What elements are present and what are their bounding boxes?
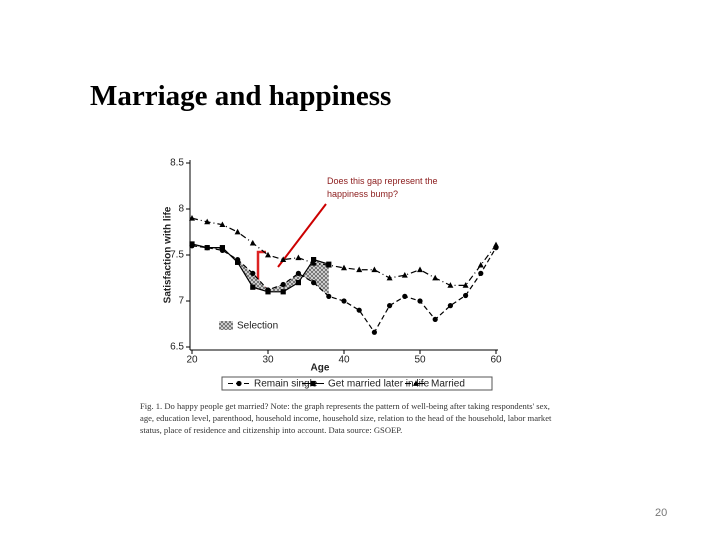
point	[401, 272, 408, 278]
point	[189, 241, 195, 247]
point	[189, 215, 195, 221]
x-axis-label: Age	[311, 363, 330, 374]
point	[280, 289, 286, 295]
point	[265, 251, 271, 258]
legend-marker	[236, 380, 242, 387]
y-tick-label: 8	[178, 204, 184, 215]
shade-legend-swatch	[219, 321, 233, 330]
point	[387, 303, 393, 309]
point	[477, 261, 484, 268]
point	[204, 218, 211, 225]
y-tick-label: 6.5	[170, 342, 184, 353]
point	[417, 266, 423, 273]
point	[280, 281, 286, 288]
point	[249, 239, 256, 246]
point	[493, 241, 499, 248]
legend-marker	[310, 380, 316, 387]
x-tick-label: 20	[186, 355, 198, 366]
point	[462, 282, 469, 288]
point	[447, 282, 454, 288]
point	[432, 316, 438, 322]
y-axis-label: Satisfaction with life	[163, 206, 174, 303]
point	[356, 307, 362, 313]
legend-label: Remain single	[254, 379, 318, 390]
point	[463, 292, 469, 299]
page-number: 20	[655, 507, 668, 519]
series-line	[191, 217, 497, 286]
point	[326, 293, 332, 299]
point	[341, 264, 347, 271]
point	[371, 266, 378, 273]
point	[478, 270, 484, 276]
point	[295, 254, 302, 261]
point	[341, 298, 347, 304]
point	[234, 228, 241, 235]
point	[325, 261, 332, 268]
series-line	[191, 243, 329, 293]
y-tick-label: 7.5	[170, 250, 184, 261]
x-tick-label: 60	[490, 355, 502, 366]
point	[295, 270, 301, 276]
point	[250, 270, 256, 276]
legend-marker	[413, 380, 419, 386]
shaded-area	[192, 243, 329, 297]
point	[311, 280, 317, 286]
legend-box	[221, 376, 493, 391]
annotation: Does this gap represent the happiness bu…	[327, 176, 438, 199]
point	[265, 289, 271, 295]
caption: Fig. 1. Do happy people get married? Not…	[140, 401, 552, 435]
point	[417, 298, 423, 304]
shade-legend-label: Selection	[237, 321, 278, 332]
point	[310, 260, 317, 266]
point	[432, 274, 439, 281]
legend-label: Married	[431, 379, 465, 390]
point	[402, 293, 408, 299]
annotation-arrow	[277, 203, 327, 268]
x-tick-label: 50	[414, 355, 426, 366]
y-tick-label: 7	[178, 296, 184, 307]
point	[219, 245, 225, 251]
point	[204, 245, 210, 251]
x-tick-label: 30	[262, 355, 274, 366]
point	[311, 257, 317, 263]
point	[295, 280, 301, 286]
point	[356, 266, 363, 273]
y-tick-label: 8.5	[170, 158, 184, 169]
point	[280, 256, 287, 262]
point	[235, 259, 241, 265]
point	[447, 303, 453, 309]
point	[219, 221, 226, 228]
slide-title: Marriage and happiness	[90, 80, 392, 112]
point	[250, 284, 256, 290]
point	[371, 329, 377, 335]
legend-label: Get married later in life	[328, 379, 430, 390]
x-tick-label: 40	[338, 355, 350, 366]
point	[386, 274, 393, 281]
